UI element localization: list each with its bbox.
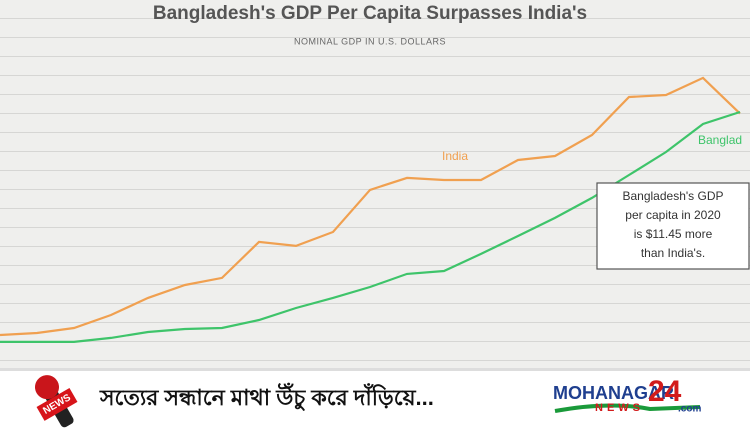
annotation-line: per capita in 2020: [625, 208, 721, 222]
logo-name: MOHANAGAR: [553, 383, 674, 403]
logo-news: NEWS: [595, 402, 644, 414]
annotation-line: than India's.: [641, 246, 705, 260]
series-label: India: [442, 149, 468, 163]
chart-title: Bangladesh's GDP Per Capita Surpasses In…: [153, 3, 587, 24]
logo-domain: .com: [678, 404, 701, 415]
banner-bg: [0, 371, 750, 433]
slogan: সত্যের সন্ধানে মাথা উঁচু করে দাঁড়িয়ে..…: [99, 383, 434, 413]
chart: Bangladesh's GDP Per Capita Surpasses In…: [0, 3, 750, 343]
annotation-box: [596, 182, 750, 270]
logo-number: 24: [648, 375, 682, 408]
annotation: Bangladesh's GDP per capita in 2020 is $11…: [622, 189, 723, 260]
series-label: Banglad: [698, 133, 742, 147]
annotation-line: Bangladesh's GDP: [622, 189, 723, 203]
annotation-line: is $11.45 more: [634, 227, 713, 241]
series-line: [0, 76, 741, 337]
chart-area: Bangladesh's GDP Per Capita Surpasses In…: [0, 0, 750, 368]
banner-graphic: NEWS সত্যের সন্ধানে মাথা উঁচু করে দাঁড়ি…: [0, 371, 750, 433]
banner: NEWS সত্যের সন্ধানে মাথা উঁচু করে দাঁড়ি…: [0, 368, 750, 433]
chart-subtitle: NOMINAL GDP IN U.S. DOLLARS: [294, 36, 446, 46]
microphone: NEWS: [35, 375, 78, 428]
